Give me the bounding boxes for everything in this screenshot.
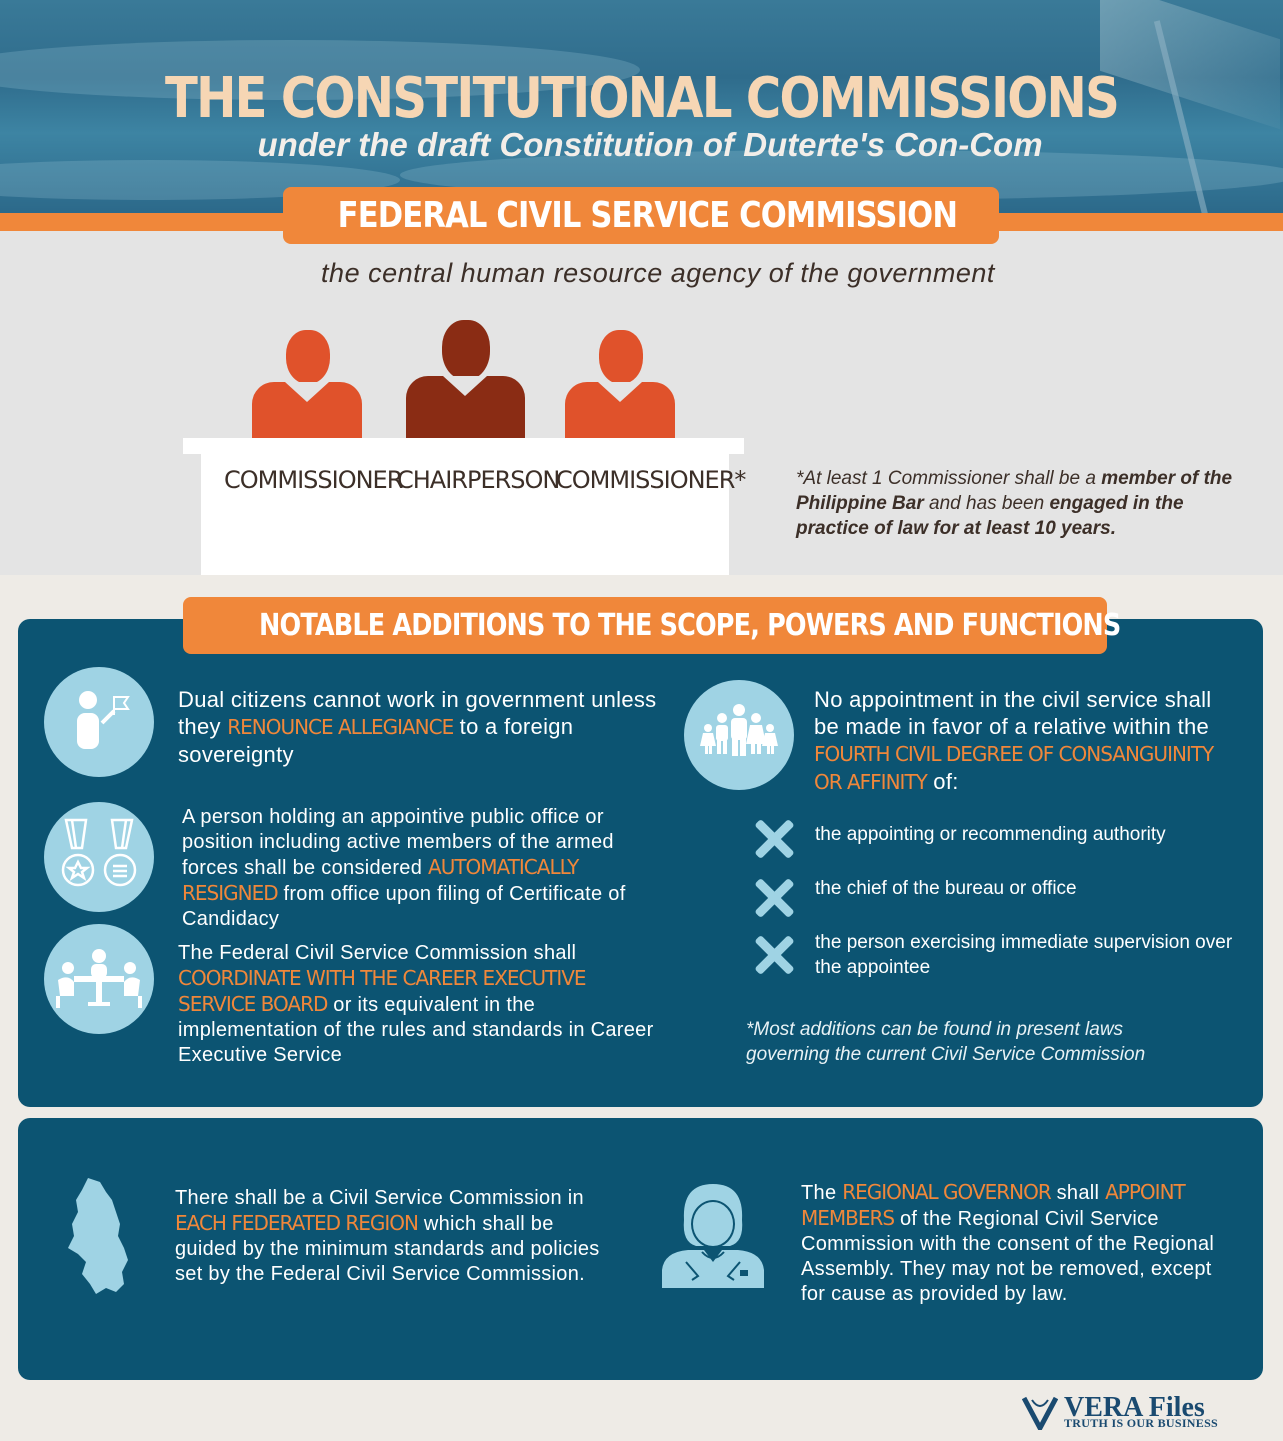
role-label: CHAIRPERSON — [397, 466, 560, 494]
notable-heading-banner: NOTABLE ADDITIONS TO THE SCOPE, POWERS A… — [183, 597, 1121, 654]
notable-item-nepotism: No appointment in the civil service shal… — [814, 687, 1214, 794]
desk-top — [183, 438, 744, 454]
footnote: *Most additions can be found in present … — [746, 1019, 1146, 1065]
role-label: COMMISSIONER — [224, 466, 403, 494]
notable-heading: NOTABLE ADDITIONS TO THE SCOPE, POWERS A… — [259, 608, 1121, 643]
page-title: THE CONSTITUTIONAL COMMISSIONS — [164, 66, 1120, 131]
x-icon — [752, 876, 796, 920]
list-item: the chief of the bureau or office — [815, 878, 1077, 899]
logo-tagline: TRUTH IS OUR BUSINESS — [1064, 1416, 1219, 1430]
region-map-icon — [66, 1178, 130, 1296]
list-item: the person exercising immediate supervis… — [815, 932, 1233, 978]
role-label: COMMISSIONER* — [556, 466, 746, 494]
commission-tagline: the central human resource agency of the… — [321, 258, 995, 288]
regional-panel — [18, 1118, 1263, 1380]
notable-item-dual-citizens: Dual citizens cannot work in government … — [178, 687, 657, 767]
vera-files-logo-icon — [1022, 1396, 1058, 1430]
notable-item-coordinate: The Federal Civil Service Commission sha… — [178, 942, 654, 1066]
notable-item-resigned: A person holding an appointive public of… — [182, 806, 626, 930]
logo-name: VERA Files — [1064, 1392, 1205, 1423]
desk — [201, 452, 729, 575]
governor-woman-icon — [654, 1180, 772, 1290]
notable-additions-panel — [18, 619, 1263, 1107]
medals-icon — [44, 802, 154, 912]
person-flag-icon — [44, 667, 154, 777]
commission-name-banner: FEDERAL CIVIL SERVICE COMMISSION — [283, 187, 999, 244]
vera-files-logo: VERA Files TRUTH IS OUR BUSINESS — [1022, 1392, 1262, 1432]
x-icon — [752, 817, 796, 861]
regional-commission-text: There shall be a Civil Service Commissio… — [175, 1187, 600, 1285]
commissioner-note: *At least 1 Commissioner shall be a memb… — [796, 468, 1233, 539]
commission-name: FEDERAL CIVIL SERVICE COMMISSION — [337, 195, 958, 236]
family-icon — [684, 680, 794, 790]
commissioner-icon — [252, 330, 362, 438]
regional-governor-text: The REGIONAL GOVERNOR shall APPOINT MEMB… — [801, 1180, 1215, 1305]
x-icon — [752, 933, 796, 977]
meeting-table-icon — [44, 924, 154, 1034]
commissioner-icon — [565, 330, 675, 438]
list-item: the appointing or recommending authority — [815, 824, 1166, 845]
chairperson-icon — [406, 320, 525, 438]
page-subtitle: under the draft Constitution of Duterte'… — [257, 126, 1043, 163]
header-banner — [0, 0, 1283, 222]
